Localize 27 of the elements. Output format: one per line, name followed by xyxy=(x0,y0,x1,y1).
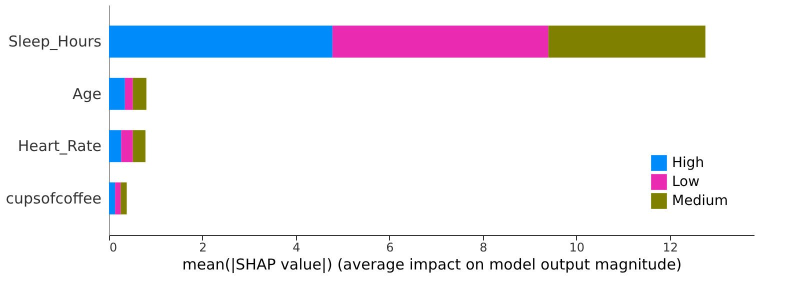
bar xyxy=(124,78,133,110)
bar xyxy=(109,182,116,214)
legend-label: Medium xyxy=(672,193,728,209)
x-axis-title: mean(|SHAP value|) (average impact on model output magnitude) xyxy=(182,256,682,274)
bar xyxy=(109,78,125,110)
bar xyxy=(132,130,146,162)
x-tick-label: 6 xyxy=(386,240,394,254)
bar xyxy=(121,130,133,162)
bar xyxy=(109,130,122,162)
legend-label: High xyxy=(672,155,704,171)
legend-label: Low xyxy=(672,174,700,190)
x-tick-label: 0 xyxy=(110,240,118,254)
bar xyxy=(109,26,332,58)
y-tick-label: cupsofcoffee xyxy=(6,189,102,208)
x-tick-label: 10 xyxy=(569,240,585,254)
x-tick-label: 12 xyxy=(662,240,678,254)
bar xyxy=(132,78,146,110)
x-tick-label: 2 xyxy=(199,240,207,254)
y-tick-label: Sleep_Hours xyxy=(8,32,102,51)
y-tick-label: Heart_Rate xyxy=(18,137,102,156)
x-tick-label: 8 xyxy=(480,240,488,254)
bar xyxy=(332,26,548,58)
bar xyxy=(120,182,127,214)
y-tick-label: Age xyxy=(72,84,102,103)
bar xyxy=(115,182,121,214)
bar xyxy=(548,26,706,58)
x-tick-label: 4 xyxy=(292,240,300,254)
